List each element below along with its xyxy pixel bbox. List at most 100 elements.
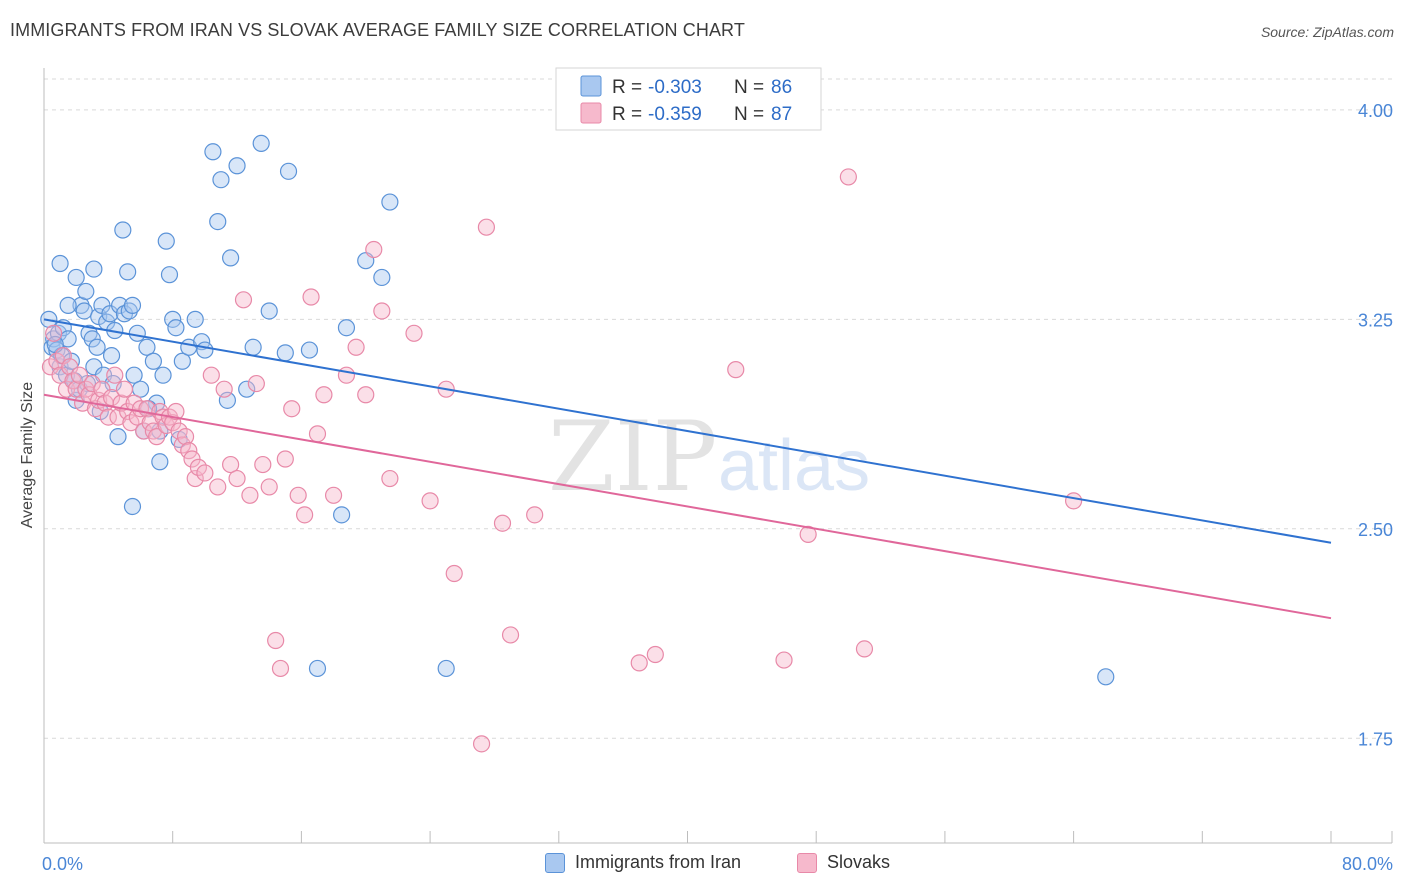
y-tick-label: 2.50	[1358, 520, 1393, 540]
slovaks-point	[70, 366, 88, 384]
x-tick-label: 80.0%	[1342, 854, 1393, 874]
iran-point	[167, 319, 185, 337]
legend-item-iran[interactable]: Immigrants from Iran	[545, 852, 741, 873]
slovaks-point	[501, 626, 520, 644]
slovaks-point	[526, 506, 544, 524]
legend-swatch-slovaks	[797, 852, 817, 873]
iran-point	[204, 143, 222, 161]
iran-point	[67, 268, 85, 287]
iran-point	[212, 171, 230, 189]
slovaks-point	[99, 408, 117, 426]
iran-point	[119, 263, 137, 281]
grid-lines	[44, 78, 1392, 739]
chart-title: IMMIGRANTS FROM IRAN VS SLOVAK AVERAGE F…	[10, 20, 745, 40]
slovaks-point	[148, 428, 166, 446]
iran-point	[373, 268, 391, 287]
iran-point	[276, 344, 294, 362]
iran-point	[279, 162, 298, 180]
iran-point	[228, 157, 246, 175]
iran-point	[83, 330, 101, 348]
slovaks-point	[799, 525, 817, 543]
y-tick-label: 3.25	[1358, 310, 1393, 330]
slovaks-point	[271, 659, 290, 678]
legend-swatch-iran	[545, 852, 565, 873]
slovaks-trend-line	[43, 393, 1332, 620]
series-iran-points	[40, 134, 1115, 686]
iran-point	[196, 341, 214, 359]
legend-n-value-2: 87	[771, 104, 792, 125]
slovaks-point	[260, 478, 278, 496]
iran-point	[260, 302, 278, 320]
slovaks-point	[1064, 492, 1083, 510]
legend-r-value-2: -0.359	[648, 104, 702, 125]
y-tick-label: 4.00	[1358, 101, 1393, 121]
slovaks-point	[241, 486, 259, 504]
slovaks-point	[115, 380, 134, 398]
iran-point	[238, 380, 256, 398]
legend-label-slovaks: Slovaks	[827, 852, 891, 872]
iran-point	[437, 659, 455, 678]
slovaks-point	[421, 492, 439, 510]
slovaks-point	[337, 366, 356, 384]
iran-point	[123, 296, 142, 314]
iran-point	[209, 213, 227, 231]
slovaks-point	[247, 374, 265, 393]
series-legend: Immigrants from Iran Slovaks	[0, 852, 1406, 878]
slovaks-point	[347, 338, 365, 356]
legend-n-label-1: N =	[734, 77, 764, 98]
x-tick-label: 0.0%	[42, 854, 83, 874]
iran-point	[1097, 668, 1115, 686]
iran-point	[85, 260, 103, 278]
axes	[43, 68, 1393, 844]
slovaks-point	[176, 428, 195, 446]
slovaks-point	[222, 455, 240, 474]
legend-r-value-1: -0.303	[648, 77, 702, 98]
iran-trend-line	[43, 318, 1332, 544]
slovaks-point	[196, 464, 214, 482]
iran-point	[123, 497, 142, 516]
slovaks-point	[477, 218, 496, 236]
y-tick-label: 1.75	[1358, 729, 1393, 749]
y-tick-labels: 1.75 2.50 3.25 4.00	[1358, 101, 1393, 749]
legend-swatch-blue	[580, 75, 602, 97]
watermark-atlas: atlas	[718, 426, 870, 506]
iran-point	[80, 324, 98, 342]
slovaks-point	[209, 478, 227, 496]
iran-point	[151, 453, 169, 471]
x-tick-labels: 0.0% 80.0%	[42, 854, 1393, 874]
trend-lines	[43, 318, 1332, 620]
source-label: Source: ZipAtlas.com	[1260, 24, 1394, 40]
iran-point	[173, 352, 191, 370]
legend-label-iran: Immigrants from Iran	[575, 852, 742, 872]
iran-point	[300, 341, 319, 359]
iran-point	[77, 282, 95, 301]
slovaks-point	[289, 486, 307, 504]
iran-point	[160, 266, 179, 284]
iran-point	[154, 366, 172, 384]
slovaks-point	[83, 374, 101, 393]
slovaks-point	[228, 469, 246, 488]
iran-point	[102, 347, 121, 365]
iran-point	[59, 296, 77, 314]
iran-point	[49, 324, 68, 342]
correlation-legend: R = -0.303 N = 86 R = -0.359 N = 87	[555, 67, 822, 131]
slovaks-point	[315, 386, 333, 404]
watermark: ZIP atlas	[548, 401, 870, 513]
legend-item-slovaks[interactable]: Slovaks	[797, 852, 890, 873]
iran-point	[51, 254, 69, 273]
iran-point	[381, 193, 399, 211]
slovaks-point	[855, 640, 874, 658]
iran-point	[333, 506, 351, 524]
slovaks-point	[215, 380, 233, 398]
slovaks-point	[727, 361, 745, 379]
slovaks-point	[254, 455, 272, 474]
iran-point	[125, 366, 143, 384]
legend-swatch-pink	[580, 102, 602, 124]
legend-n-value-1: 86	[771, 77, 792, 98]
iran-point	[109, 428, 127, 446]
legend-r-label-1: R =	[612, 77, 642, 98]
iran-point	[128, 324, 146, 342]
slovaks-point	[445, 564, 463, 583]
slovaks-point	[296, 506, 314, 524]
